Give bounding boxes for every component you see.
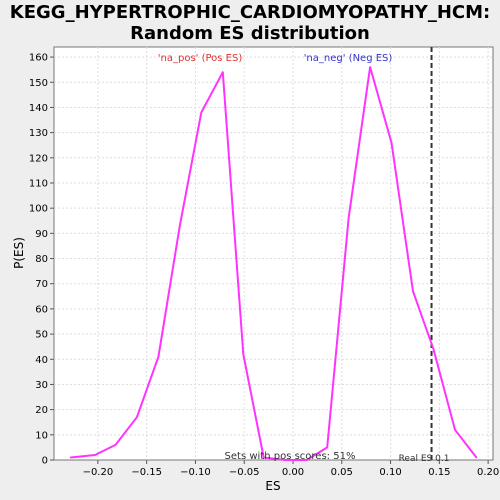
y-tick-label: 150 [29,78,48,89]
es-data-point [390,141,393,144]
y-tick-label: 120 [29,153,48,164]
y-tick-label: 60 [35,304,48,315]
plot-area [53,46,494,461]
y-tick-label: 160 [29,53,48,64]
es-data-point [114,444,117,446]
y-tick-label: 50 [35,330,48,341]
y-tick-label: 90 [35,229,48,240]
x-tick-label: 0.20 [477,467,499,478]
es-data-point [179,224,181,227]
es-data-point [157,355,160,358]
x-tick-label: −0.15 [131,467,162,478]
x-ticks: −0.20 −0.15 −0.10 −0.05 0.00 0.05 0.10 0.15 0.20 [83,460,499,478]
es-data-point [432,348,435,350]
chart-title-line1: KEGG_HYPERTROPHIC_CARDIOMYOPATHY_HCM: [9,2,491,23]
y-tick-label: 80 [35,254,48,265]
es-data-point [475,456,478,459]
es-data-point [412,290,414,293]
es-data-point [94,454,96,456]
y-axis-label: P(ES) [12,237,26,269]
es-series-line [70,66,478,461]
grid [54,47,493,460]
y-tick-label: 70 [35,279,48,290]
x-tick-label: 0.05 [331,467,353,478]
es-data-point [369,66,371,68]
es-data-point [262,456,265,459]
chart-title: KEGG_HYPERTROPHIC_CARDIOMYOPATHY_HCM: Ra… [0,2,500,44]
sets-pos-scores-label: Sets with pos scores: 51% [225,451,356,462]
x-tick-label: −0.20 [83,467,114,478]
x-tick-label: 0.15 [428,467,450,478]
pos-es-label: 'na_pos' (Pos ES) [158,53,243,64]
es-data-point [305,459,308,461]
x-tick-label: 0.00 [282,467,304,478]
y-tick-label: 130 [29,128,48,139]
y-tick-label: 30 [35,380,48,391]
neg-es-label: 'na_neg' (Neg ES) [304,53,393,64]
es-data-point [347,217,350,220]
y-tick-label: 20 [35,405,48,416]
real-es-label: Real ES 0.1 [399,454,450,464]
y-tick-label: 140 [29,103,48,114]
es-data-point [454,428,456,431]
es-data-point [242,353,245,356]
y-tick-label: 40 [35,355,48,366]
x-tick-label: 0.10 [379,467,401,478]
y-tick-label: 10 [35,430,48,441]
x-tick-label: −0.10 [180,467,211,478]
es-data-point [136,416,138,418]
x-tick-label: −0.05 [229,467,260,478]
y-tick-label: 110 [29,178,48,189]
y-tick-label: 100 [29,204,48,215]
y-ticks: 0 10 20 30 40 50 60 70 80 90 100 110 120 130 140 150 160 [29,53,54,467]
es-data-point [284,459,287,461]
es-data-point [69,456,72,459]
es-data-point [326,446,328,449]
es-data-point [200,111,203,114]
chart-title-line2: Random ES distribution [130,23,370,44]
y-tick-label: 0 [42,456,48,467]
es-data-point [221,71,224,73]
series [69,66,478,461]
x-axis-label: ES [265,479,280,493]
